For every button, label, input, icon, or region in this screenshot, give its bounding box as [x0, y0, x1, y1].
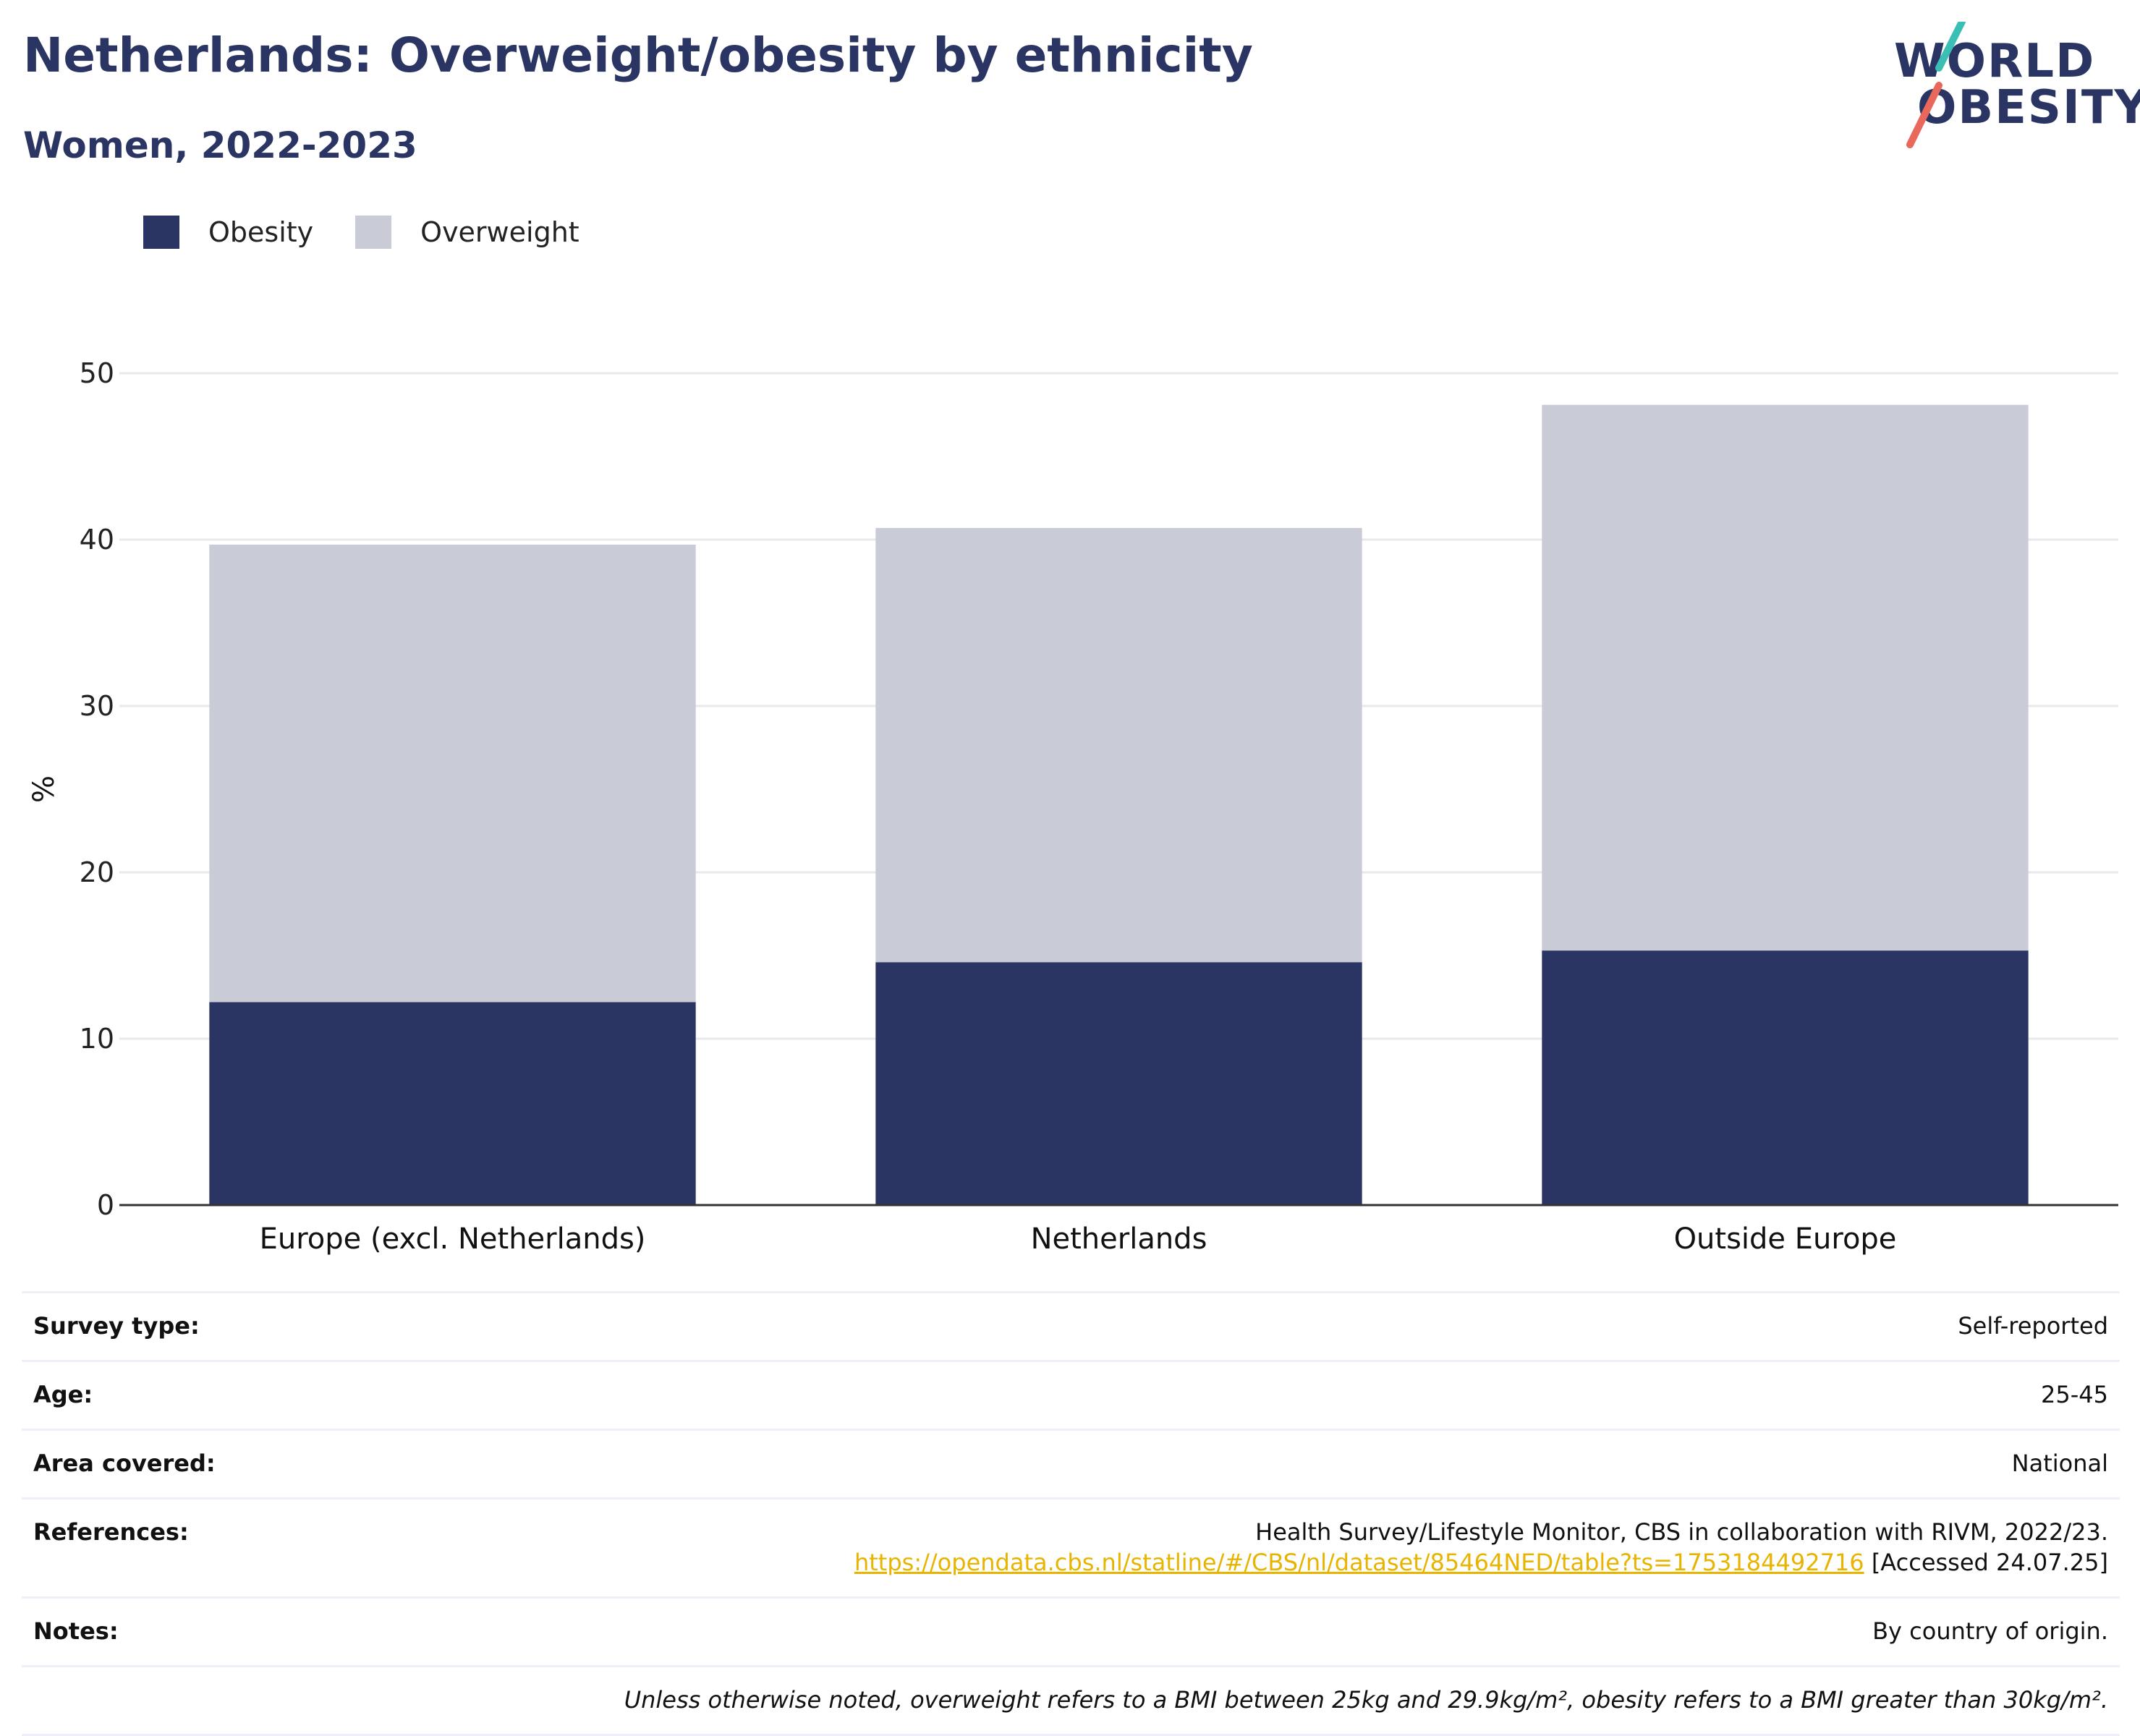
meta-row-area: Area covered: National [22, 1431, 2120, 1499]
page-title: Netherlands: Overweight/obesity by ethni… [23, 27, 1253, 83]
bar-overweight [209, 544, 696, 1003]
legend-item-overweight[interactable]: Overweight [355, 216, 579, 249]
meta-row-survey-type: Survey type: Self-reported [22, 1293, 2120, 1362]
bar-overweight [1542, 404, 2029, 951]
y-tick-label: 50 [80, 357, 114, 389]
stacked-bar-chart: 0 10 20 30 40 50 Europe (excl. Netherlands) Net… [27, 357, 2118, 1256]
meta-value-survey-type: Self-reported [1958, 1312, 2108, 1340]
legend-item-obesity[interactable]: Obesity [143, 216, 313, 249]
y-tick-label: 10 [80, 1023, 114, 1055]
meta-value-references: Health Survey/Lifestyle Monitor, CBS in … [854, 1517, 2108, 1578]
meta-row-age: Age: 25-45 [22, 1362, 2120, 1431]
x-tick-label: Europe (excl. Netherlands) [260, 1222, 646, 1256]
meta-key-age: Age: [33, 1381, 93, 1408]
bar-obesity [209, 1002, 696, 1205]
bar-obesity [875, 962, 1362, 1205]
y-tick-label: 30 [80, 690, 114, 722]
world-obesity-logo: WORLD OBESITY [1881, 22, 2140, 152]
logo-line-1: WORLD [1894, 35, 2096, 88]
meta-row-notes: Notes: By country of origin. [22, 1599, 2120, 1667]
y-axis-title: % [27, 775, 61, 803]
logo-slash-icon [1906, 22, 1966, 148]
references-text: Health Survey/Lifestyle Monitor, CBS in … [1255, 1518, 2108, 1546]
legend-label-obesity: Obesity [208, 216, 314, 248]
references-accessed: [Accessed 24.07.25] [1864, 1549, 2108, 1576]
logo-line-2: OBESITY [1917, 81, 2140, 135]
chart-legend: Obesity Overweight [143, 216, 621, 249]
bar-overweight [875, 527, 1362, 963]
meta-key-survey-type: Survey type: [33, 1312, 200, 1340]
y-tick-label: 0 [97, 1189, 114, 1221]
meta-row-references: References: Health Survey/Lifestyle Moni… [22, 1499, 2120, 1599]
meta-key-area: Area covered: [33, 1450, 216, 1477]
meta-value-notes: By country of origin. [1872, 1617, 2108, 1645]
legend-swatch-obesity [143, 216, 179, 249]
page-subtitle: Women, 2022-2023 [23, 124, 417, 166]
bar-obesity [1542, 950, 2029, 1205]
references-link[interactable]: https://opendata.cbs.nl/statline/#/CBS/n… [854, 1549, 1864, 1576]
metadata-table: Survey type: Self-reported Age: 25-45 Ar… [22, 1291, 2120, 1736]
meta-value-area: National [2011, 1450, 2108, 1477]
legend-label-overweight: Overweight [420, 216, 579, 248]
x-tick-label: Netherlands [1031, 1222, 1207, 1256]
meta-key-notes: Notes: [33, 1617, 119, 1645]
bmi-definition-footnote: Unless otherwise noted, overweight refer… [624, 1686, 2108, 1714]
meta-value-age: 25-45 [2041, 1381, 2108, 1408]
y-tick-label: 40 [80, 524, 114, 556]
meta-key-references: References: [33, 1518, 189, 1546]
y-tick-label: 20 [80, 856, 114, 888]
legend-swatch-overweight [355, 216, 392, 249]
x-tick-label: Outside Europe [1674, 1222, 1897, 1256]
meta-row-footnote: Unless otherwise noted, overweight refer… [22, 1667, 2120, 1736]
